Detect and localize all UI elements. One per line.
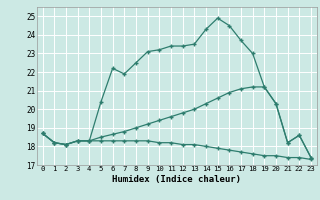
X-axis label: Humidex (Indice chaleur): Humidex (Indice chaleur): [112, 175, 241, 184]
